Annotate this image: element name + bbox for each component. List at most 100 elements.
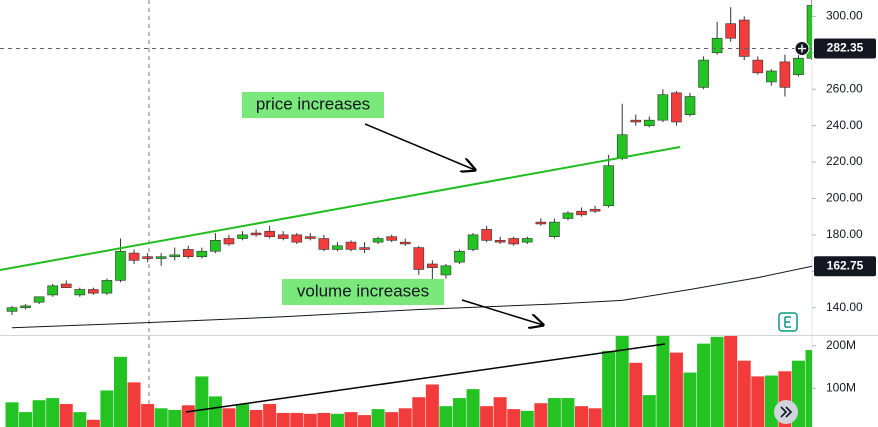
- volume-bar: [127, 382, 141, 427]
- candle-body: [33, 296, 45, 303]
- volume-bar: [358, 415, 372, 427]
- candle-body: [454, 250, 465, 263]
- candle-body: [20, 305, 31, 308]
- volume-bar: [236, 404, 250, 427]
- candle-body: [264, 230, 275, 237]
- candle-body: [74, 289, 86, 296]
- candle-body: [684, 96, 696, 116]
- volume-bar: [168, 409, 182, 427]
- candle-body: [630, 119, 642, 123]
- volume-bar: [385, 412, 399, 427]
- candle-body: [467, 234, 479, 250]
- volume-bar: [642, 395, 656, 427]
- y-tick-label: 140.00: [826, 300, 863, 314]
- ma-badge-label: 162.75: [827, 258, 864, 272]
- candle-body: [277, 234, 289, 239]
- candle-body: [6, 307, 18, 312]
- volume-bar: [751, 376, 765, 427]
- arrow: [461, 299, 543, 325]
- y-tick-label: 300.00: [826, 9, 863, 23]
- candle-body: [738, 19, 750, 57]
- volume-bar: [764, 375, 778, 427]
- annotation-box: [242, 92, 384, 118]
- candle-body: [725, 23, 736, 39]
- annotation: price increases: [256, 94, 370, 113]
- volume-bar: [412, 397, 426, 427]
- volume-bar: [290, 412, 304, 427]
- volume-bar: [303, 413, 317, 427]
- candle-body: [372, 238, 384, 243]
- candle-body: [128, 252, 140, 261]
- y2-tick-label: 200M: [826, 338, 856, 352]
- candle-body: [359, 247, 370, 250]
- volume-bar: [100, 390, 114, 427]
- y2-tick-label: 100M: [826, 380, 856, 394]
- volume-bar: [710, 336, 724, 427]
- volume-bar: [480, 406, 494, 427]
- add-glyph: [798, 44, 806, 53]
- y-tick-label: 240.00: [826, 118, 863, 132]
- candle-body: [223, 238, 235, 245]
- candle-body: [616, 134, 628, 159]
- volume-bar: [398, 408, 412, 427]
- candle-body: [793, 57, 804, 75]
- volume-bar: [656, 336, 670, 427]
- volume-bar: [59, 404, 73, 427]
- volume-bar: [195, 376, 209, 427]
- candle-body: [101, 280, 113, 294]
- volume-bar: [493, 397, 507, 427]
- candle-body: [657, 94, 669, 121]
- volume-bar: [181, 405, 195, 427]
- volume-bar: [19, 412, 33, 427]
- volume-bar: [534, 403, 548, 427]
- candle-body: [508, 238, 520, 245]
- volume-trend-line: [185, 343, 666, 413]
- volume-bar: [276, 412, 290, 427]
- volume-bar: [222, 408, 236, 427]
- volume-bar: [249, 409, 263, 427]
- candle-body: [576, 210, 587, 216]
- volume-bar: [141, 404, 155, 427]
- candle-body: [142, 256, 153, 259]
- candle-body: [766, 70, 777, 83]
- trend-line: [0, 146, 681, 271]
- volume-bar: [615, 336, 629, 427]
- volume-bar: [73, 412, 87, 427]
- volume-bar: [86, 419, 100, 427]
- volume-bar: [5, 402, 19, 427]
- y-tick-label: 260.00: [826, 81, 863, 95]
- volume-bar: [113, 356, 127, 427]
- volume-bar: [669, 352, 683, 427]
- candle-body: [440, 265, 452, 276]
- candle-body: [237, 234, 248, 239]
- candle-body: [305, 236, 316, 239]
- candle-body: [115, 250, 126, 281]
- candle-body: [521, 238, 533, 243]
- candle-body: [60, 283, 72, 288]
- arrow: [364, 123, 475, 170]
- candle-body: [603, 165, 614, 207]
- candle-body: [345, 241, 357, 250]
- y-tick-label: 200.00: [826, 191, 863, 205]
- volume-bar: [547, 398, 561, 427]
- candle-body: [671, 92, 682, 123]
- volume-bar: [507, 409, 521, 427]
- candle-body: [589, 209, 601, 212]
- volume-bar: [697, 343, 711, 427]
- volume-bar: [602, 350, 616, 427]
- candle-body: [806, 5, 812, 59]
- candle-body: [155, 256, 167, 259]
- volume-bar: [154, 408, 168, 427]
- candle-body: [698, 59, 709, 88]
- candle-body: [318, 238, 330, 250]
- volume-bar: [737, 360, 751, 427]
- price-badge: [814, 38, 876, 59]
- volume-bar: [344, 412, 358, 427]
- candle-body: [196, 250, 208, 258]
- volume-bar: [425, 384, 439, 427]
- volume-bar: [805, 350, 812, 427]
- candle-body: [494, 240, 506, 243]
- volume-bar: [263, 404, 277, 427]
- candle-body: [169, 254, 181, 258]
